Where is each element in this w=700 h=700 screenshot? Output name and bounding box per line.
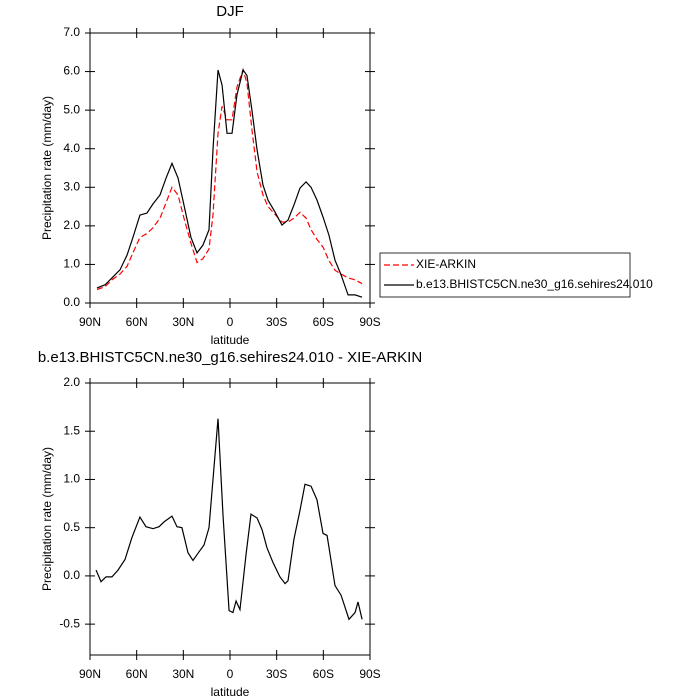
plot-frame	[89, 382, 371, 656]
y-tick-label: -0.5	[59, 616, 80, 630]
y-tick-label: 4.0	[63, 141, 80, 155]
x-axis-label: latitude	[211, 333, 250, 347]
y-tick-label: 0.0	[63, 568, 80, 582]
series-line	[96, 67, 363, 291]
x-tick-label: 90S	[359, 667, 380, 681]
plot-frame	[89, 32, 371, 304]
y-tick-label: 7.0	[63, 25, 80, 39]
x-tick-label: 30S	[266, 667, 287, 681]
series-line	[95, 418, 363, 621]
x-tick-label: 60N	[126, 315, 148, 329]
legend-label: XIE-ARKIN	[416, 257, 476, 271]
chart-title: DJF	[216, 3, 244, 20]
x-tick-label: 30N	[172, 315, 194, 329]
series-line	[96, 68, 363, 298]
x-tick-label: 90N	[79, 315, 101, 329]
x-axis-label: latitude	[211, 685, 250, 699]
x-tick-label: 30N	[172, 667, 194, 681]
x-tick-label: 0	[227, 315, 234, 329]
y-tick-label: 3.0	[63, 179, 80, 193]
y-tick-label: 1.0	[63, 257, 80, 271]
y-axis-label: Precipitation rate (mm/day)	[40, 96, 54, 240]
legend-box	[379, 252, 631, 298]
x-tick-label: 30S	[266, 315, 287, 329]
x-tick-label: 60S	[313, 315, 334, 329]
x-tick-label: 90S	[359, 315, 380, 329]
legend-label: b.e13.BHISTC5CN.ne30_g16.sehires24.010	[416, 277, 653, 291]
y-tick-label: 1.5	[63, 423, 80, 437]
y-tick-label: 2.0	[63, 375, 80, 389]
y-tick-label: 1.0	[63, 472, 80, 486]
y-tick-label: 0.0	[63, 295, 80, 309]
x-tick-label: 0	[227, 667, 234, 681]
y-tick-label: 5.0	[63, 102, 80, 116]
x-tick-label: 90N	[79, 667, 101, 681]
x-tick-label: 60S	[313, 667, 334, 681]
y-axis-label: Precipitation rate (mm/day)	[40, 447, 54, 591]
y-tick-label: 6.0	[63, 64, 80, 78]
chart-title: b.e13.BHISTC5CN.ne30_g16.sehires24.010 -…	[38, 349, 422, 366]
x-tick-label: 60N	[126, 667, 148, 681]
y-tick-label: 0.5	[63, 520, 80, 534]
y-tick-label: 2.0	[63, 218, 80, 232]
